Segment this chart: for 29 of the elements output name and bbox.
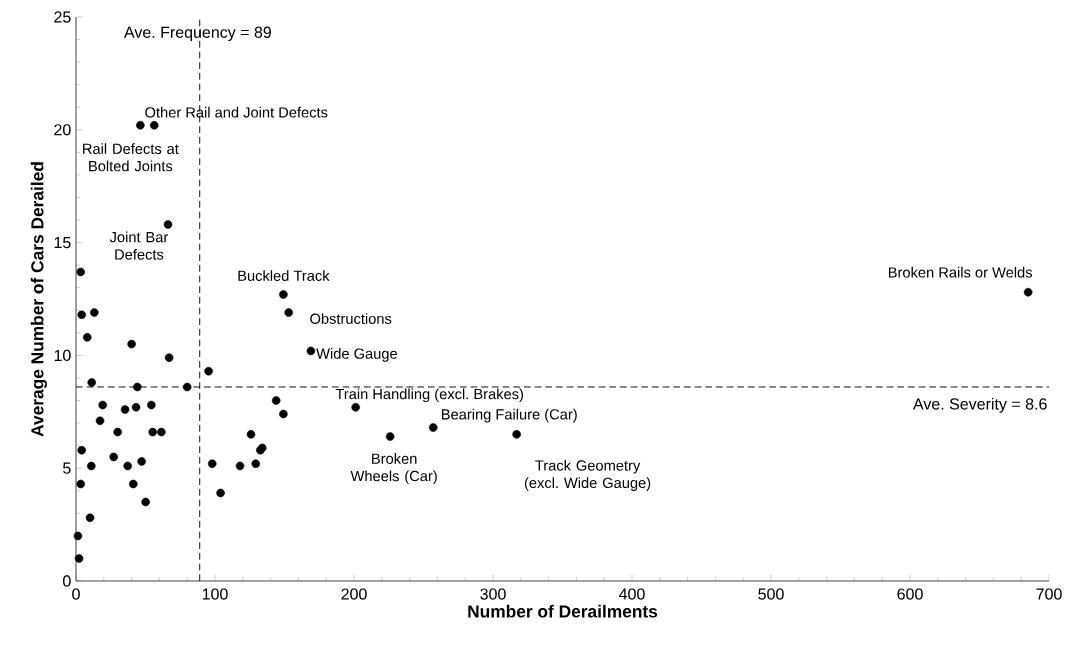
x-tick-label: 600 [897,588,923,600]
x-tick-label: 300 [480,588,506,600]
x-tick-label: 700 [1036,588,1062,600]
y-tick-label: 15 [54,237,71,249]
x-axis-title: Number of Derailments [468,604,658,618]
y-tick-label: 20 [54,124,71,136]
ref-line-label: Ave. Frequency = 89 [124,26,271,42]
x-tick-label: 500 [758,588,784,600]
annotation: Obstructions [310,313,392,324]
ref-line-label: Ave. Severity = 8.6 [912,397,1047,413]
annotation: Broken Wheels (Car) [350,453,437,485]
x-tick-label: 200 [341,588,367,600]
annotation: Broken Rails or Welds [888,266,1033,278]
y-tick-label: 25 [54,11,71,23]
y-tick-label: 0 [63,575,71,587]
annotation: Buckled Track [238,270,330,281]
x-tick-label: 400 [619,588,645,600]
annotation: Rail Defects at Bolted Joints [83,143,179,172]
y-axis-title: Average Number of Cars Derailed [30,162,48,437]
annotation: Bearing Failure (Car) [441,408,577,423]
y-tick-label: 5 [63,462,71,474]
annotation: Train Handling (excl. Brakes) [335,388,524,403]
x-tick-label: 100 [202,588,228,600]
x-tick-label: 0 [72,588,80,600]
annotation: Wide Gauge [316,348,398,362]
annotation: Joint Bar Defects [109,231,169,260]
y-tick-label: 10 [54,349,71,362]
annotation: Track Geometry (excl. Wide Gauge) [524,459,651,491]
annotation: Other Rail and Joint Defects [145,106,328,118]
